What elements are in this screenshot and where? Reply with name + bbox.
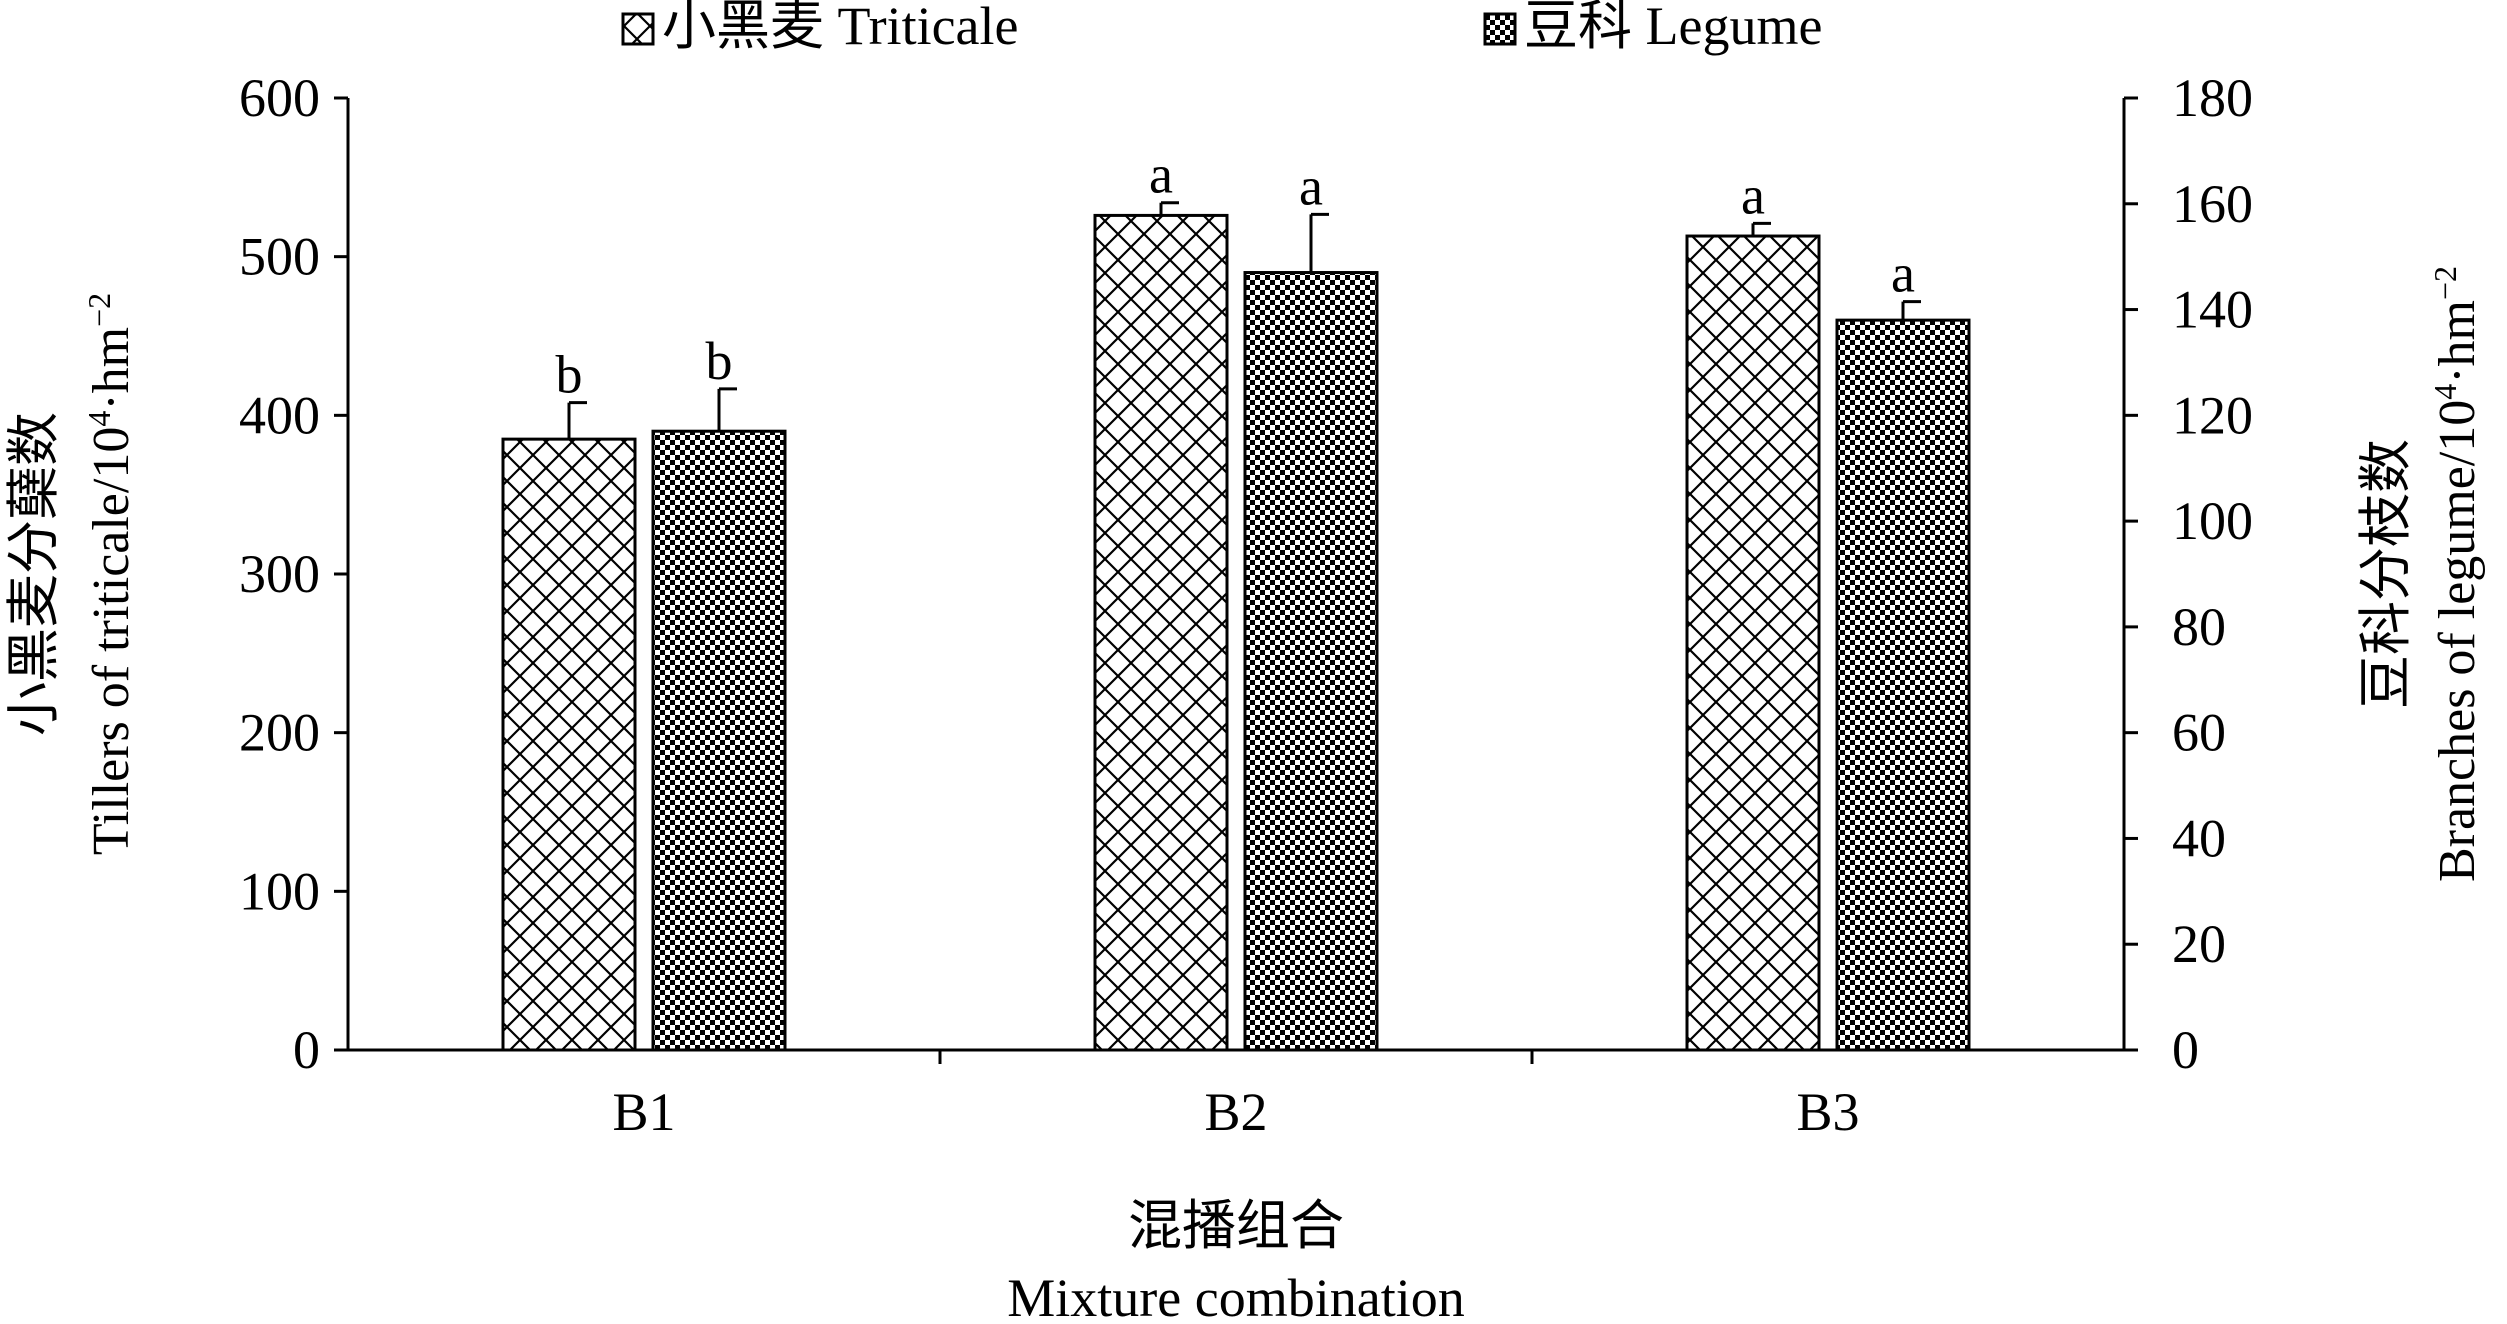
legend-swatch-triticale — [621, 12, 655, 46]
right-tick-label: 20 — [2172, 914, 2226, 974]
bar-legume — [651, 429, 787, 1052]
left-axis-title-zh: 小黑麦分蘖数 — [4, 412, 64, 736]
significance-letter: a — [1741, 165, 1765, 225]
right-axis-ticks: 0 20 40 60 80 100 120 140 160 180 — [2124, 68, 2253, 1080]
significance-letter: b — [706, 331, 733, 391]
legend-swatch-legume — [1483, 12, 1517, 46]
right-tick-label: 160 — [2172, 174, 2253, 234]
right-tick-label: 60 — [2172, 703, 2226, 763]
left-tick-label: 0 — [293, 1020, 320, 1080]
x-tick-label: B2 — [1204, 1082, 1267, 1142]
right-tick-label: 180 — [2172, 68, 2253, 128]
legend-label-triticale: 小黑麦 Triticale — [662, 0, 1018, 56]
x-axis-ticks: B1 B2 B3 — [612, 1050, 1860, 1142]
legend: 小黑麦 Triticale 豆科 Legume — [621, 0, 1822, 56]
bar-triticale — [1685, 234, 1821, 1052]
right-tick-label: 0 — [2172, 1020, 2199, 1080]
right-tick-label: 120 — [2172, 385, 2253, 445]
right-tick-label: 100 — [2172, 491, 2253, 551]
right-tick-label: 80 — [2172, 597, 2226, 657]
right-axis-title-zh: 豆科分枝数 — [2356, 439, 2416, 709]
error-bars — [567, 201, 1921, 440]
left-axis-title-en: Tillers of triticale/104·hm−2 — [81, 293, 140, 855]
bar-triticale — [501, 437, 637, 1052]
x-axis-title-en: Mixture combination — [1007, 1268, 1464, 1324]
right-axis-title-en: Branches of legume/104·hm−2 — [2427, 266, 2486, 882]
left-tick-label: 300 — [239, 544, 320, 604]
significance-letter: a — [1299, 156, 1323, 216]
x-tick-label: B1 — [612, 1082, 675, 1142]
significance-letters: b b a a a a — [556, 145, 1916, 405]
bar-legume — [1243, 271, 1379, 1052]
significance-letter: a — [1891, 244, 1915, 304]
left-tick-label: 400 — [239, 385, 320, 445]
left-tick-label: 500 — [239, 227, 320, 287]
right-tick-label: 140 — [2172, 280, 2253, 340]
left-tick-label: 600 — [239, 68, 320, 128]
legend-label-legume: 豆科 Legume — [1524, 0, 1822, 56]
left-tick-label: 100 — [239, 861, 320, 921]
left-tick-label: 200 — [239, 703, 320, 763]
x-tick-label: B3 — [1796, 1082, 1859, 1142]
bars — [501, 213, 1971, 1052]
right-tick-label: 40 — [2172, 808, 2226, 868]
left-axis-ticks: 0 100 200 300 400 500 600 — [239, 68, 348, 1080]
significance-letter: b — [556, 345, 583, 405]
bar-triticale — [1093, 213, 1229, 1052]
bar-legume — [1835, 318, 1971, 1052]
x-axis-title-zh: 混播组合 — [1128, 1196, 1344, 1256]
significance-letter: a — [1149, 145, 1173, 205]
